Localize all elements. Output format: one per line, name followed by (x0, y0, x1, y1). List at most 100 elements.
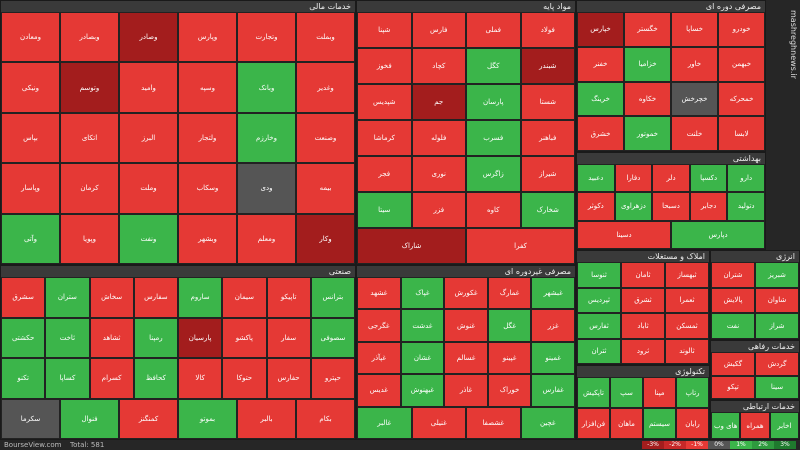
stock-tile: ثنوسا (577, 262, 621, 288)
stock-tile: لابسا (718, 116, 765, 151)
stock-tile: خمحرکه (718, 81, 765, 117)
stock-tile: ثتران (577, 338, 621, 364)
stock-tile: رایان (676, 408, 709, 439)
stock-tile: شخارک (520, 192, 575, 228)
legend-item: 0% (708, 441, 730, 449)
stock-tile: غکورش (444, 277, 488, 310)
stock-tile: سصوفی (310, 317, 355, 358)
stock-tile: غپاک (400, 277, 445, 310)
sector-title: مصرفی دوره ای (577, 1, 765, 12)
stock-tile: کمنگنز (119, 398, 178, 439)
legend-item: 2% (752, 441, 774, 449)
stock-tile: خشرق (577, 116, 624, 151)
stock-tile: سخاش (89, 277, 134, 318)
stock-tile: ثاخت (45, 317, 90, 358)
sector: خدمات مالی وبملت وتجارت وپارس وصادر وبصادر ومع… (0, 0, 356, 265)
stock-tile: خلنت (671, 116, 718, 151)
stock-tile: غچین (520, 406, 575, 439)
sector: خدمات رفاهی گردش گکیش سینا تپکو (710, 340, 800, 400)
stock-tile: فن‌افزار (577, 408, 610, 439)
stock-tile: سپ (610, 377, 643, 408)
stock-tile: سیتا (357, 192, 412, 228)
stock-tile: ثفارس (577, 313, 621, 339)
sector: بهداشتی دارو دکسپا دلر دفارا دعبید دتولید دجابر… (576, 152, 766, 250)
stock-tile: وآتی (1, 213, 60, 264)
stock-tile: کگل (466, 48, 521, 84)
sector: تکنولوژی رتاپ مپنا سپ تاپکیش رایان سیستم ماهان ف… (576, 365, 710, 440)
stock-tile: سیستم (643, 408, 676, 439)
stock-tile: غفارس (531, 374, 575, 407)
sector-title: مصرفی غیردوره ای (357, 266, 575, 277)
stock-tile: دلر (652, 164, 690, 193)
stock-tile: خگستر (624, 12, 671, 47)
stock-tile: غاذر (444, 374, 488, 407)
stock-tile: بموتو (178, 398, 237, 439)
stock-tile: غگل (487, 309, 532, 342)
stock-tile: وتجارت (237, 12, 296, 63)
stock-tile: پارسیان (178, 317, 223, 358)
stock-tile: بپاس (1, 112, 60, 164)
stock-tile: وصنعت (296, 112, 355, 164)
stock-tile: خچرخش (671, 81, 718, 117)
stock-tile: فولاد (520, 12, 575, 48)
sector-title: خدمات مالی (1, 1, 355, 12)
stock-tile: ثالوند (665, 338, 709, 364)
stock-tile: ثشاهد (89, 317, 134, 358)
stock-tile: ماهان (610, 408, 643, 439)
stock-tile: فارس (411, 12, 466, 48)
stock-tile: وبانک (237, 62, 296, 113)
stock-tile: سشرق (1, 277, 46, 318)
stock-tile: ومعلم (237, 213, 296, 264)
stock-tile: دعبید (577, 164, 615, 193)
stock-tile: ثمسکن (665, 313, 709, 339)
stock-tile: پالایش (711, 287, 755, 314)
stock-tile: ثشرق (621, 287, 665, 313)
stock-tile: وغدیر (296, 62, 355, 113)
stock-tile: اخابر (769, 412, 799, 439)
stock-tile: شبندر (520, 48, 575, 84)
stock-tile: کسرام (89, 358, 134, 399)
total: Total: 581 (70, 441, 105, 449)
stock-tile: البرز (119, 112, 178, 164)
stock-tile: شبریز (755, 262, 799, 288)
sector-tiles: وبملت وتجارت وپارس وصادر وبصادر ومعادن وغدیر وب… (1, 12, 355, 264)
stock-tile: غالبر (357, 406, 412, 439)
stock-tile: شاوان (755, 287, 799, 314)
legend-item: 3% (774, 441, 796, 449)
sector-tiles: دارو دکسپا دلر دفارا دعبید دتولید دجابر دسبحا دز… (577, 164, 765, 249)
stock-tile: کساپا (45, 358, 90, 399)
stock-tile: فجر (357, 156, 412, 192)
sector-title: خدمات ارتباطی (711, 401, 799, 412)
sector: مصرفی غیردوره ای غبشهر غمارگ غکورش غپاک غشهد غ… (356, 265, 576, 440)
legend-item: -2% (664, 441, 686, 449)
stock-tile: غنوش (444, 309, 488, 342)
stock-tile: خزامیا (624, 46, 671, 82)
stock-tile: وکار (296, 213, 355, 264)
stock-tile: ونفت (119, 213, 178, 264)
sector-tiles: بترانس تاپیکو سیمان ساروم سفارس سخاش ستران سشرق… (1, 277, 355, 439)
sector-title: خدمات رفاهی (711, 341, 799, 352)
stock-tile: رتاپ (676, 377, 709, 408)
stock-tile: ونیکی (1, 62, 60, 113)
stock-tile: ومعادن (1, 12, 60, 63)
stock-tile: وامید (119, 62, 178, 113)
sector-tiles: غبشهر غمارگ غکورش غپاک غشهد غزر غگل غنوش غدشت غگر… (357, 277, 575, 439)
sector-tiles: خودرو خساپا خگستر خپارس خبهمن خاور خزامیا خفنر خ… (577, 12, 765, 151)
stock-tile: وپارس (178, 12, 237, 63)
stock-tile: خاور (671, 46, 718, 82)
stock-tile: وپویا (60, 213, 119, 264)
stock-tile: وپاسار (1, 163, 60, 214)
stock-tile: تاپیکو (266, 277, 311, 318)
stock-tile: ثامان (621, 262, 665, 288)
stock-tile: سیمان (222, 277, 267, 318)
stock-tile: نفت (711, 313, 755, 339)
sector-tiles: رتاپ مپنا سپ تاپکیش رایان سیستم ماهان فن‌افزار (577, 377, 709, 439)
stock-tile: ولتجار (178, 112, 237, 164)
stock-tile: غنیلی (411, 406, 466, 439)
stock-tile: غشصفا (466, 406, 521, 439)
stock-tile: وسپه (178, 62, 237, 113)
sector: املاک و مستغلات ثبهساز ثامان ثنوسا ثعمرا ثشرق… (576, 250, 710, 365)
stock-tile: بکام (296, 398, 355, 439)
stock-tile: شستا (520, 84, 575, 120)
